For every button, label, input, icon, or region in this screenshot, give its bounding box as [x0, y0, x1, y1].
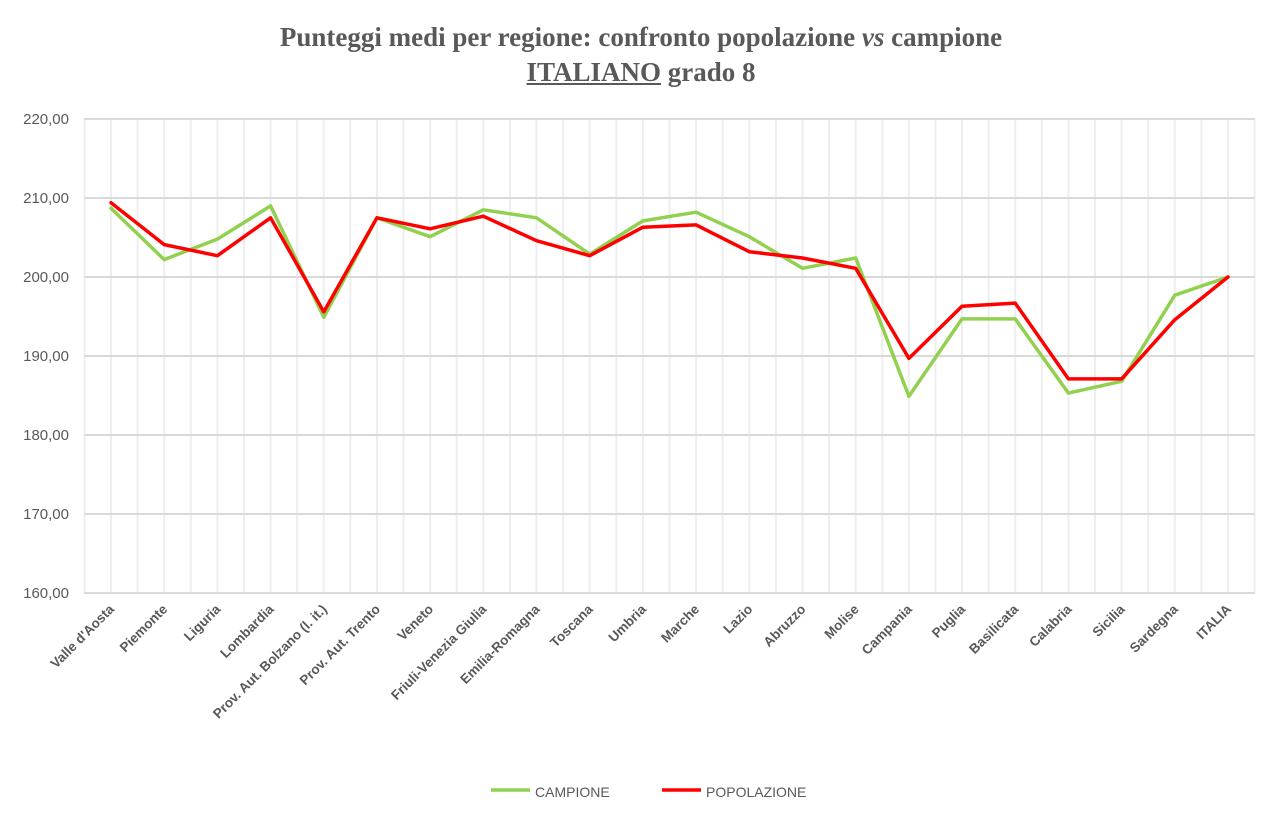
- data-point-popolazione: [428, 227, 432, 231]
- y-axis: 160,00 170,00 180,00 190,00 200,00 210,00 220,…: [23, 111, 69, 602]
- x-tick-label: Veneto: [394, 602, 436, 644]
- x-tick-label: Umbria: [606, 601, 650, 645]
- data-point-popolazione: [747, 250, 751, 254]
- chart-title: Punteggi medi per regione: confronto pop…: [0, 20, 1282, 90]
- data-point-popolazione: [1226, 275, 1230, 279]
- data-point-popolazione: [109, 201, 113, 205]
- data-point-popolazione: [641, 225, 645, 229]
- data-point-popolazione: [1066, 377, 1070, 381]
- data-point-popolazione: [269, 216, 273, 220]
- x-axis: Valle d'Aosta Piemonte LiguriaLombardiaPro…: [47, 601, 1234, 721]
- legend-label-campione: CAMPIONE: [535, 784, 610, 800]
- data-point-campione: [747, 235, 751, 239]
- x-tick-label: Molise: [821, 601, 862, 642]
- x-tick-label: Liguria: [181, 601, 224, 644]
- data-point-campione: [694, 210, 698, 214]
- title-line1-b: campione: [884, 22, 1003, 52]
- data-point-popolazione: [1120, 377, 1124, 381]
- data-point-popolazione: [322, 310, 326, 314]
- data-point-campione: [854, 256, 858, 260]
- data-point-campione: [800, 266, 804, 270]
- data-point-popolazione: [375, 216, 379, 220]
- x-tick-label: Puglia: [929, 601, 969, 641]
- x-tick-label: Calabria: [1026, 601, 1075, 650]
- data-point-popolazione: [1013, 301, 1017, 305]
- series-line-popolazione: [109, 200, 1230, 381]
- data-point-campione: [428, 235, 432, 239]
- x-tick-label: Piemonte: [117, 601, 171, 655]
- title-subject: ITALIANO: [526, 57, 662, 87]
- y-tick-label: 170,00: [23, 506, 69, 523]
- series-lines: [109, 200, 1230, 399]
- x-tick-label: ITALIA: [1193, 601, 1234, 642]
- y-tick-label: 200,00: [23, 269, 69, 286]
- data-point-popolazione: [162, 243, 166, 247]
- data-point-popolazione: [694, 223, 698, 227]
- data-point-popolazione: [535, 239, 539, 243]
- y-tick-label: 220,00: [23, 111, 69, 128]
- data-point-campione: [1173, 293, 1177, 297]
- x-tick-label: Campania: [859, 601, 916, 658]
- data-point-campione: [641, 219, 645, 223]
- data-point-popolazione: [907, 356, 911, 360]
- x-tick-label: Friuli-Venezia Giulia: [388, 601, 490, 703]
- data-point-popolazione: [854, 266, 858, 270]
- data-point-campione: [535, 216, 539, 220]
- x-tick-label: Toscana: [547, 601, 596, 650]
- y-tick-label: 190,00: [23, 348, 69, 365]
- data-point-popolazione: [800, 256, 804, 260]
- title-grade: grado 8: [661, 57, 756, 87]
- data-point-campione: [322, 315, 326, 319]
- y-tick-label: 210,00: [23, 190, 69, 207]
- x-tick-label: Sicilia: [1090, 601, 1129, 640]
- legend: CAMPIONE POPOLAZIONE: [491, 784, 806, 800]
- x-tick-label: Basilicata: [966, 601, 1022, 657]
- data-point-campione: [481, 208, 485, 212]
- title-line1-italic: vs: [861, 22, 885, 52]
- x-tick-label: Valle d'Aosta: [47, 601, 117, 671]
- grid: [83, 118, 1256, 594]
- y-tick-label: 180,00: [23, 427, 69, 444]
- data-point-popolazione: [960, 304, 964, 308]
- data-point-campione: [1013, 317, 1017, 321]
- x-tick-label: Marche: [658, 601, 702, 645]
- x-tick-label: Sardegna: [1127, 601, 1181, 655]
- legend-label-popolazione: POPOLAZIONE: [706, 784, 806, 800]
- data-point-campione: [162, 258, 166, 262]
- x-tick-label: Lazio: [720, 602, 755, 637]
- data-point-campione: [109, 206, 113, 210]
- data-point-popolazione: [215, 254, 219, 258]
- data-point-popolazione: [1173, 318, 1177, 322]
- data-point-campione: [960, 317, 964, 321]
- x-tick-label: Abruzzo: [760, 602, 808, 650]
- title-line1-a: Punteggi medi per regione: confronto pop…: [279, 22, 862, 52]
- data-point-campione: [1066, 391, 1070, 395]
- data-point-campione: [215, 237, 219, 241]
- y-tick-label: 160,00: [23, 585, 69, 602]
- data-point-campione: [907, 394, 911, 398]
- data-point-campione: [269, 204, 273, 208]
- data-point-popolazione: [481, 214, 485, 218]
- data-point-popolazione: [588, 254, 592, 258]
